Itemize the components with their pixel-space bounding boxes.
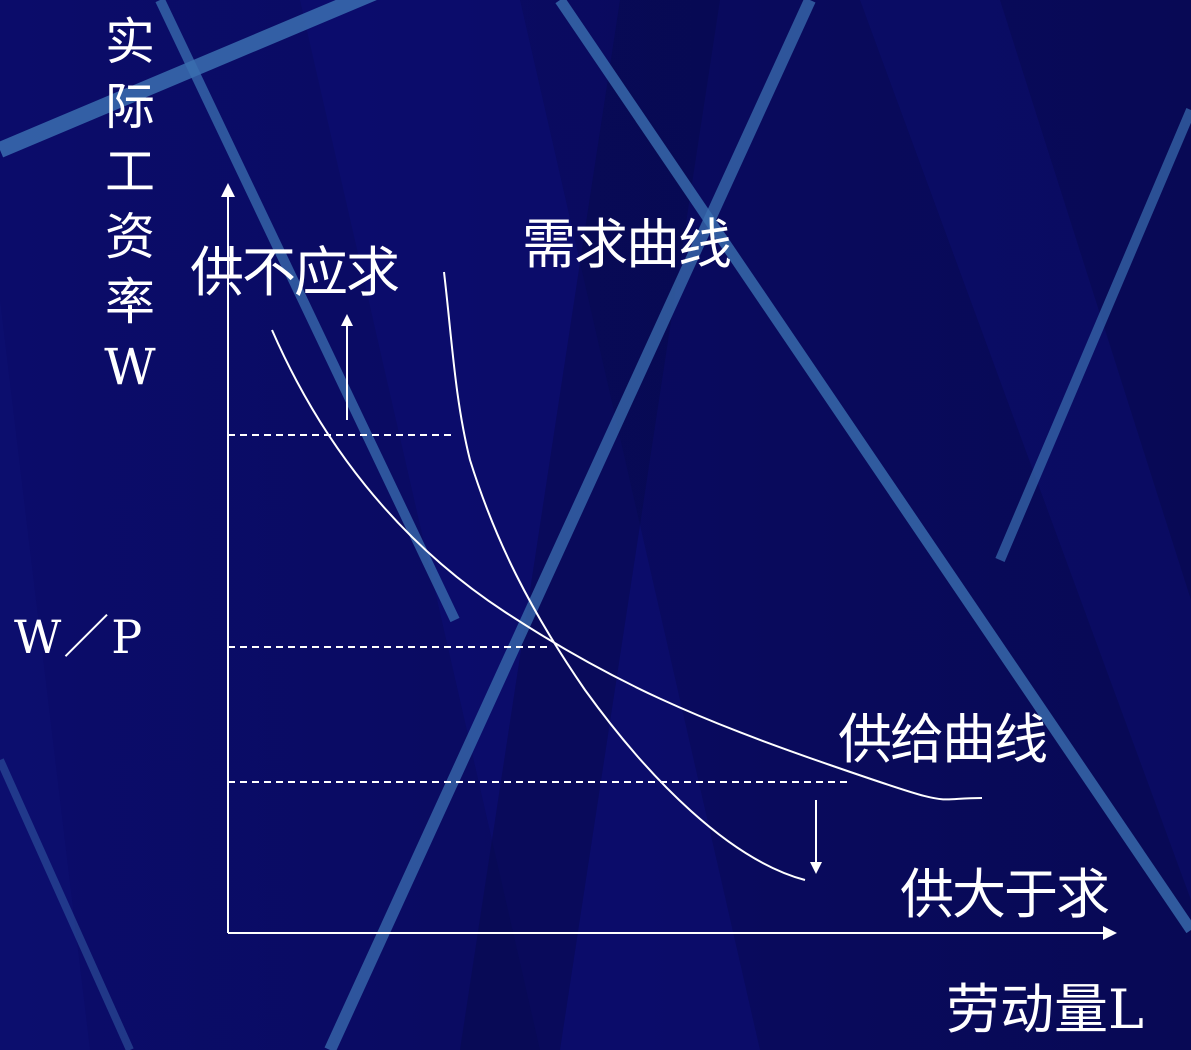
demand-curve-label: 需求曲线: [522, 213, 732, 276]
equilibrium-wage-label: W／P: [14, 610, 145, 664]
shortage-annotation: 供不应求: [190, 241, 400, 304]
supply-curve-label: 供给曲线: [838, 708, 1048, 771]
surplus-annotation: 供大于求: [900, 863, 1110, 926]
supply-curve: [271, 329, 983, 801]
x-axis-label: 劳动量L: [946, 978, 1144, 1041]
y-axis-label: 实际工资率W: [104, 13, 156, 396]
demand-curve: [443, 271, 806, 881]
